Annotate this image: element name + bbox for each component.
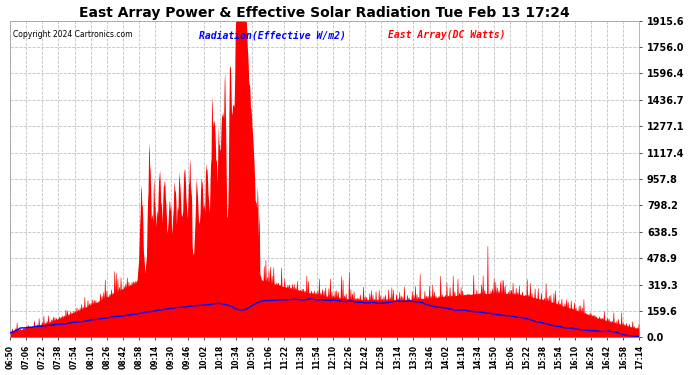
- Text: East Array(DC Watts): East Array(DC Watts): [388, 30, 505, 40]
- Text: Copyright 2024 Cartronics.com: Copyright 2024 Cartronics.com: [13, 30, 132, 39]
- Title: East Array Power & Effective Solar Radiation Tue Feb 13 17:24: East Array Power & Effective Solar Radia…: [79, 6, 570, 20]
- Text: Radiation(Effective W/m2): Radiation(Effective W/m2): [199, 30, 346, 40]
